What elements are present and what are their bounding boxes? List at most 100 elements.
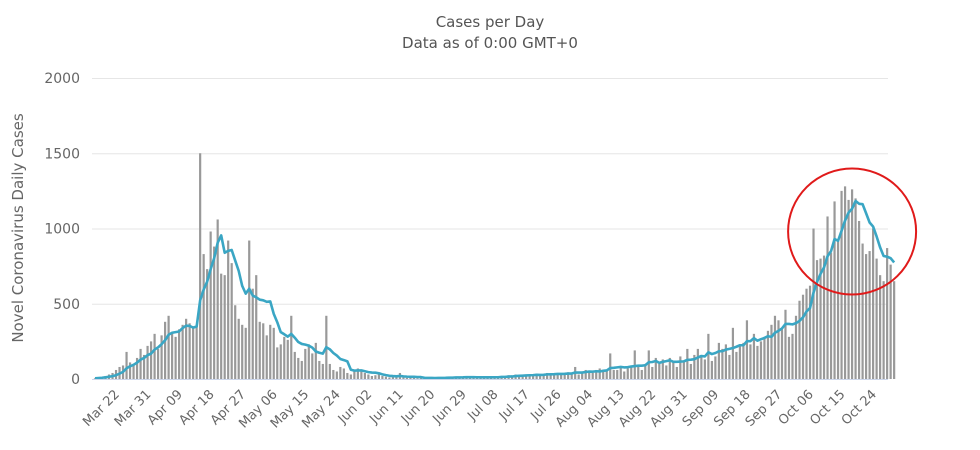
- bar: [546, 372, 549, 379]
- bar-series: [93, 153, 896, 380]
- bar: [721, 348, 724, 379]
- bar: [297, 357, 300, 379]
- bar: [384, 376, 388, 379]
- x-tick-label: Jun 29: [430, 387, 470, 427]
- bar: [682, 362, 685, 379]
- bar: [360, 371, 363, 379]
- bar: [829, 252, 833, 379]
- bar: [93, 378, 97, 379]
- bar: [125, 351, 128, 379]
- bar: [857, 220, 861, 379]
- bar: [535, 373, 538, 379]
- bar: [647, 350, 650, 379]
- bar: [174, 336, 177, 379]
- x-tick-label: Jul 08: [464, 387, 501, 424]
- bar: [742, 342, 745, 379]
- bar: [314, 342, 317, 379]
- bar: [146, 345, 149, 379]
- bar: [773, 315, 777, 379]
- bar: [850, 189, 854, 379]
- bar: [255, 275, 258, 379]
- bar: [216, 219, 219, 379]
- x-tick-label: Jun 11: [366, 387, 406, 427]
- bar: [854, 198, 857, 379]
- bar: [882, 281, 885, 379]
- bar: [577, 374, 580, 379]
- bar: [230, 263, 233, 379]
- bar: [861, 243, 864, 379]
- bar: [598, 368, 601, 379]
- bar: [251, 288, 254, 379]
- bar: [630, 365, 633, 379]
- bar: [595, 369, 598, 379]
- line-series: [94, 199, 896, 380]
- bar: [353, 369, 356, 379]
- bar: [556, 372, 559, 379]
- bar: [686, 348, 689, 379]
- bar: [542, 374, 545, 379]
- bar: [738, 345, 742, 379]
- bar: [156, 348, 160, 379]
- bar: [272, 327, 275, 379]
- bar: [293, 351, 296, 379]
- bar: [724, 344, 727, 379]
- bar: [234, 305, 237, 379]
- bar: [321, 363, 324, 379]
- bar: [167, 315, 170, 379]
- bar: [843, 186, 847, 379]
- bar: [658, 363, 661, 379]
- bar: [283, 336, 286, 379]
- bar: [549, 373, 552, 379]
- bar: [780, 329, 784, 379]
- bar: [370, 375, 373, 379]
- bar: [521, 375, 524, 379]
- bar: [227, 240, 230, 379]
- bar: [703, 359, 706, 379]
- bar: [581, 372, 584, 379]
- bar: [868, 251, 871, 379]
- bar: [149, 341, 153, 380]
- bar: [367, 374, 370, 379]
- y-axis-label: Novel Coronavirus Daily Cases: [9, 113, 27, 343]
- bar: [612, 369, 615, 379]
- bar: [412, 377, 416, 379]
- bar: [872, 228, 875, 379]
- bar: [794, 315, 798, 379]
- bar: [700, 356, 703, 379]
- bar: [798, 300, 801, 379]
- bar: [356, 368, 359, 379]
- bar: [886, 248, 889, 379]
- bar: [651, 366, 654, 379]
- bar: [591, 372, 594, 379]
- bar: [528, 375, 531, 379]
- x-tick-label: Jul 17: [496, 387, 533, 424]
- bar: [707, 333, 710, 379]
- bar: [619, 366, 622, 379]
- bar: [409, 377, 412, 379]
- bar: [142, 354, 146, 379]
- seven-day-average-line: [94, 199, 896, 380]
- bar: [395, 377, 398, 379]
- chart-title: Cases per Day: [436, 13, 545, 31]
- bar: [164, 321, 167, 379]
- bar: [332, 369, 335, 379]
- annotations: [787, 167, 918, 296]
- bar: [248, 240, 251, 379]
- bar: [567, 372, 570, 379]
- bar: [213, 246, 216, 379]
- bar: [258, 321, 261, 379]
- bar: [717, 342, 720, 379]
- y-tick-label: 2000: [44, 71, 80, 87]
- bar: [766, 330, 770, 379]
- bar: [693, 354, 696, 379]
- bar: [847, 199, 850, 379]
- bar: [644, 363, 647, 379]
- bar: [402, 377, 405, 379]
- bar: [241, 324, 244, 379]
- bar: [199, 153, 202, 379]
- bar: [819, 258, 822, 379]
- bar: [668, 357, 671, 379]
- bar: [588, 371, 591, 379]
- bar: [714, 356, 717, 379]
